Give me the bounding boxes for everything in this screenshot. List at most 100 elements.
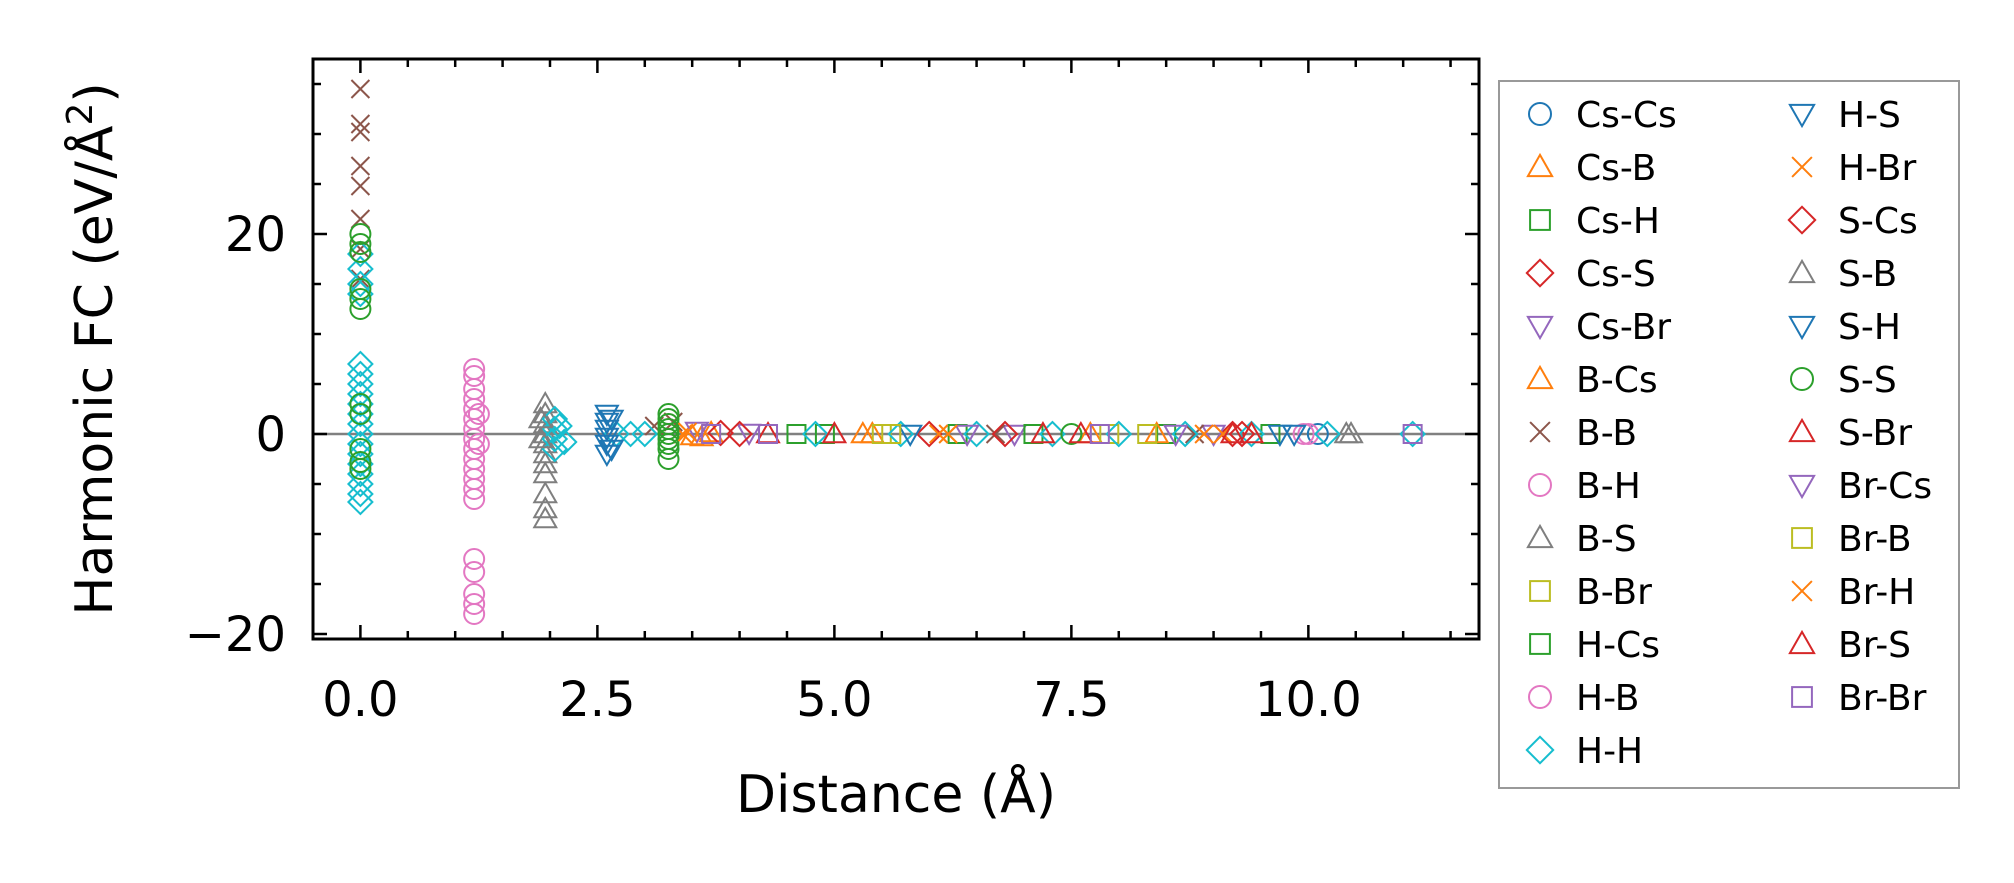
- data-point-br-br: [1089, 424, 1110, 444]
- legend-marker-b-br: [1529, 580, 1551, 602]
- data-point-b-b: [350, 156, 371, 176]
- legend-marker-s-br: [1788, 417, 1816, 443]
- data-point-s-s: [657, 423, 680, 445]
- x-tick-label: 5.0: [796, 672, 872, 728]
- series-s-h: [598, 409, 1307, 463]
- legend-marker-h-b: [1528, 685, 1552, 709]
- legend-marker-h-h: [1525, 735, 1555, 765]
- data-point-h-h: [1313, 420, 1341, 448]
- y-tick-label: 20: [225, 207, 286, 263]
- legend-marker-s-b: [1788, 258, 1816, 284]
- legend-entry-h-b: H-B: [1528, 678, 1639, 719]
- series-s-br: [821, 420, 1265, 444]
- data-point-b-b: [1184, 424, 1205, 444]
- data-point-h-h: [346, 380, 374, 408]
- data-point-h-s: [594, 412, 620, 436]
- data-point-s-br: [1068, 420, 1094, 444]
- data-point-h-h: [346, 350, 374, 378]
- y-tick-label: 0: [255, 407, 286, 463]
- data-point-br-h: [938, 424, 958, 444]
- x-tick-label: 2.5: [559, 672, 635, 728]
- data-point-br-b: [1137, 424, 1158, 444]
- legend-label-s-h: S-H: [1838, 307, 1901, 348]
- data-point-s-s: [349, 233, 372, 255]
- data-point-b-b: [350, 176, 371, 196]
- data-point-s-s: [349, 393, 372, 415]
- legend-marker-h-br: [1791, 156, 1813, 178]
- legend-entry-h-h: H-H: [1525, 731, 1643, 772]
- data-point-br-br: [1402, 424, 1423, 444]
- legend-entry-b-br: B-Br: [1529, 572, 1652, 613]
- data-point-b-b: [350, 114, 371, 134]
- data-point-b-b: [985, 424, 1006, 444]
- legend-label-s-br: S-Br: [1838, 413, 1912, 454]
- legend-entry-br-s: Br-S: [1788, 625, 1911, 666]
- data-point-cs-s: [707, 419, 735, 447]
- data-point-h-h: [963, 420, 990, 448]
- legend-marker-br-br: [1791, 686, 1813, 708]
- data-point-h-h: [346, 470, 374, 498]
- series-cs-s: [707, 419, 1246, 448]
- data-point-br-h: [677, 422, 698, 442]
- legend-marker-cs-cs: [1528, 102, 1552, 126]
- legend-marker-cs-h: [1529, 209, 1551, 231]
- y-tick-label: −20: [185, 607, 286, 663]
- data-point-h-h: [1238, 420, 1265, 448]
- series-s-cs: [726, 420, 1256, 448]
- data-point-h-s: [594, 427, 620, 451]
- legend-label-br-b: Br-B: [1838, 519, 1912, 560]
- data-point-h-h: [541, 435, 569, 463]
- legend: Cs-Cs Cs-B Cs-H Cs-S Cs-Br B-Cs B-B B-H B-S B-Br H…: [1525, 95, 1932, 772]
- data-point-s-br: [821, 420, 848, 444]
- series-s-s: [349, 223, 1083, 480]
- data-point-h-h: [550, 428, 578, 456]
- legend-label-b-b: B-B: [1576, 413, 1637, 454]
- series-b-h: [463, 358, 1320, 625]
- data-point-br-cs: [954, 424, 980, 448]
- legend-label-br-cs: Br-Cs: [1838, 466, 1932, 507]
- data-point-s-s: [657, 433, 680, 455]
- legend-label-s-b: S-B: [1838, 254, 1897, 295]
- legend-label-cs-h: Cs-H: [1576, 201, 1660, 242]
- legend-label-s-s: S-S: [1838, 360, 1897, 401]
- data-point-h-h: [346, 440, 374, 468]
- data-point-b-s: [532, 450, 558, 474]
- data-point-h-h: [1039, 420, 1066, 448]
- data-point-cs-br: [1001, 424, 1028, 448]
- legend-label-h-cs: H-Cs: [1576, 625, 1660, 666]
- legend-entry-h-s: H-S: [1788, 95, 1901, 136]
- legend-entry-s-b: S-B: [1788, 254, 1897, 295]
- data-point-h-h: [346, 270, 374, 298]
- legend-entry-b-s: B-S: [1526, 519, 1637, 560]
- data-point-b-h: [463, 548, 486, 570]
- data-point-h-h: [1105, 420, 1133, 448]
- data-point-br-s: [1030, 420, 1056, 444]
- legend-marker-s-cs: [1787, 205, 1817, 235]
- data-point-b-s: [532, 495, 558, 519]
- x-tick-label: 10.0: [1255, 672, 1362, 728]
- data-point-h-h: [346, 480, 374, 508]
- legend-entry-cs-b: Cs-B: [1526, 148, 1656, 189]
- legend-label-cs-cs: Cs-Cs: [1576, 95, 1677, 136]
- data-point-h-h: [541, 405, 569, 433]
- data-point-cs-br: [736, 423, 762, 447]
- data-point-b-h: [463, 593, 486, 615]
- data-point-cs-h: [786, 424, 807, 444]
- data-point-s-s: [349, 458, 372, 480]
- data-point-s-s: [349, 223, 372, 245]
- data-point-h-h: [346, 370, 374, 398]
- data-point-h-h: [541, 415, 569, 443]
- data-point-h-h: [802, 420, 829, 448]
- data-point-h-h: [346, 460, 374, 488]
- data-point-cs-s: [915, 420, 943, 448]
- legend-label-b-cs: B-Cs: [1576, 360, 1658, 401]
- series-br-br: [701, 424, 1423, 444]
- legend-label-h-b: H-B: [1576, 678, 1639, 719]
- legend-entry-b-cs: B-Cs: [1526, 360, 1658, 401]
- data-point-br-br: [758, 424, 779, 444]
- legend-marker-s-h: [1788, 315, 1816, 341]
- data-point-b-h: [463, 561, 486, 583]
- y-axis-label-group: Harmonic FC (eV/Å2): [60, 82, 125, 615]
- data-point-b-s: [532, 505, 558, 529]
- plot-frame: [311, 57, 1481, 641]
